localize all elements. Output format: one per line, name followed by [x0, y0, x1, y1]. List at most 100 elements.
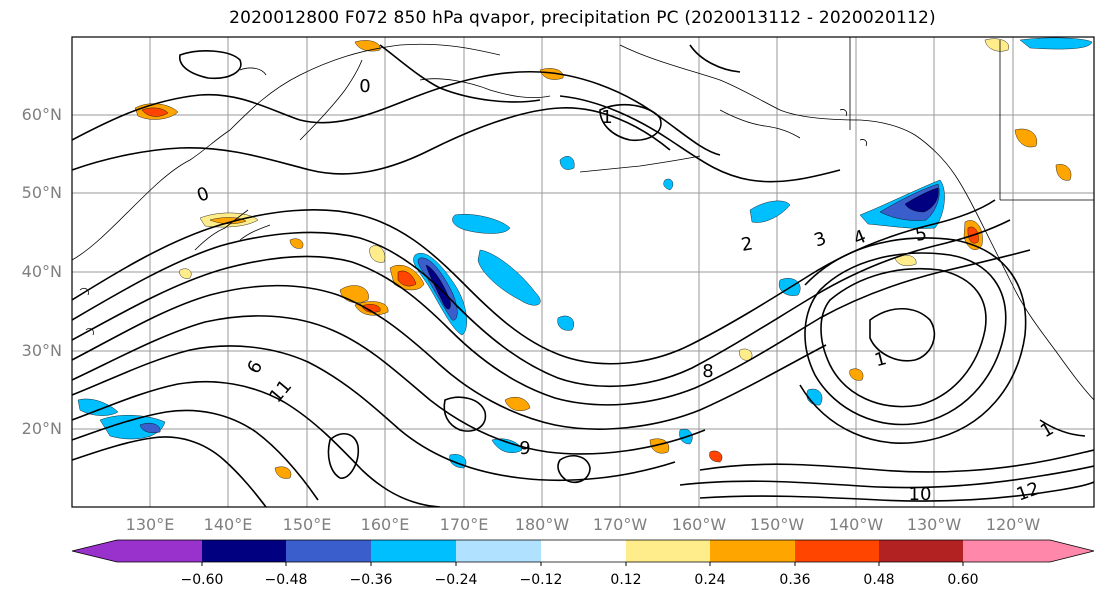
- precip-shade-region: [849, 368, 864, 381]
- precip-shade-region: [559, 156, 575, 170]
- contour-label: 2: [740, 233, 755, 256]
- qvapor-contour: [72, 409, 319, 501]
- coastlines: [72, 37, 1094, 401]
- contour-label: 1: [872, 348, 888, 371]
- qvapor-contour: [72, 380, 441, 507]
- qvapor-contour: [72, 284, 827, 430]
- qvapor-contour: [699, 449, 1094, 473]
- precip-shade-region: [504, 397, 531, 411]
- precip-shade-region: [397, 270, 417, 287]
- longitude-label: 120°W: [985, 515, 1041, 534]
- coastline-segment: [839, 109, 868, 147]
- longitude-label: 140°W: [828, 515, 884, 534]
- coastline-segment: [194, 209, 271, 251]
- qvapor-contour: [679, 465, 1094, 489]
- colorbar-tick-label: −0.36: [349, 572, 393, 588]
- precip-shade-region: [354, 40, 381, 52]
- latitude-label: 30°N: [21, 341, 62, 360]
- longitude-label: 130°E: [125, 515, 175, 534]
- precip-shade-region: [274, 466, 292, 479]
- coastline-segment: [579, 155, 701, 173]
- colorbar-bin: [456, 540, 541, 562]
- longitude-label: 160°W: [671, 515, 727, 534]
- precip-shade-region: [141, 107, 169, 117]
- qvapor-contours: [72, 44, 1094, 507]
- coastline-segment: [299, 59, 363, 141]
- coastline-segment: [719, 109, 801, 139]
- precip-shade-region: [904, 187, 939, 213]
- precip-shade-region: [139, 422, 161, 433]
- precip-shade-region: [1055, 164, 1072, 181]
- gridlines: [72, 37, 1094, 507]
- latitude-label: 60°N: [21, 105, 62, 124]
- latitude-label: 50°N: [21, 183, 62, 202]
- qvapor-contour: [689, 44, 1086, 437]
- colorbar-tick-label: 0.12: [610, 572, 642, 588]
- precip-shade-region: [289, 238, 304, 249]
- colorbar-tick-label: −0.60: [180, 572, 224, 588]
- qvapor-contour: [804, 252, 1007, 426]
- latitude-label: 40°N: [21, 262, 62, 281]
- precip-shade-region: [663, 178, 674, 191]
- map-title: 2020012800 F072 850 hPa qvapor, precipit…: [229, 8, 936, 28]
- qvapor-contour: [869, 308, 936, 362]
- colorbar-extend-low: [72, 540, 202, 562]
- precip-shade-region: [491, 438, 523, 453]
- qvapor-contour: [599, 103, 662, 142]
- precip-shade-region: [99, 415, 166, 440]
- precipitation-shading: [77, 37, 1093, 479]
- colorbar-bin: [371, 540, 456, 562]
- colorbar-tick-label: −0.48: [264, 572, 308, 588]
- qvapor-contour: [699, 481, 1094, 502]
- colorbar-bin: [710, 540, 795, 562]
- coastline-segment: [849, 37, 1094, 201]
- colorbar-tick-label: −0.12: [519, 572, 563, 588]
- contour-label: 0: [359, 76, 370, 97]
- colorbar-tick-label: −0.24: [434, 572, 478, 588]
- qvapor-contour: [820, 267, 987, 408]
- qvapor-contour: [72, 315, 706, 455]
- qvapor-contour: [72, 345, 676, 482]
- longitude-label: 170°E: [439, 515, 489, 534]
- qvapor-contour: [443, 396, 487, 432]
- latitude-label: 20°N: [21, 419, 62, 438]
- precip-shade-region: [984, 38, 1009, 52]
- contour-label: 9: [519, 438, 530, 459]
- precip-shade-region: [179, 268, 192, 279]
- longitude-label: 170°W: [592, 515, 648, 534]
- qvapor-contour: [72, 436, 267, 507]
- qvapor-contour: [72, 249, 1031, 406]
- colorbar-bin: [202, 540, 286, 562]
- precip-shade-region: [539, 68, 564, 80]
- qvapor-contour: [327, 433, 360, 479]
- colorbar-tick-label: 0.48: [863, 572, 895, 588]
- contour-label: 1: [601, 107, 612, 128]
- colorbar-outline: [71, 539, 1095, 563]
- precip-shade-region: [1014, 128, 1037, 148]
- qvapor-contour: [72, 219, 1011, 388]
- longitude-label: 150°W: [749, 515, 805, 534]
- precip-shade-region: [557, 315, 574, 331]
- longitude-label: 150°E: [282, 515, 332, 534]
- precip-shade-region: [361, 304, 381, 313]
- precip-shade-region: [709, 450, 723, 463]
- longitude-label: 180°W: [514, 515, 570, 534]
- qvapor-contour: [557, 455, 591, 484]
- precip-shade-region: [452, 214, 511, 234]
- colorbar-bin: [795, 540, 879, 562]
- colorbar-bin: [879, 540, 963, 562]
- precip-shade-region: [77, 398, 119, 416]
- qvapor-contour: [72, 107, 671, 175]
- qvapor-contour: [179, 50, 242, 80]
- precip-shade-region: [649, 438, 670, 454]
- qvapor-contour: [379, 44, 541, 103]
- contour-label: 10: [909, 484, 932, 505]
- colorbar-tick-label: 0.24: [694, 572, 726, 588]
- contour-label: 5: [914, 223, 929, 246]
- qvapor-contour: [559, 95, 841, 183]
- precip-shade-region: [749, 200, 791, 223]
- colorbar-tick-label: 0.60: [947, 572, 979, 588]
- qvapor-contour: [72, 199, 996, 365]
